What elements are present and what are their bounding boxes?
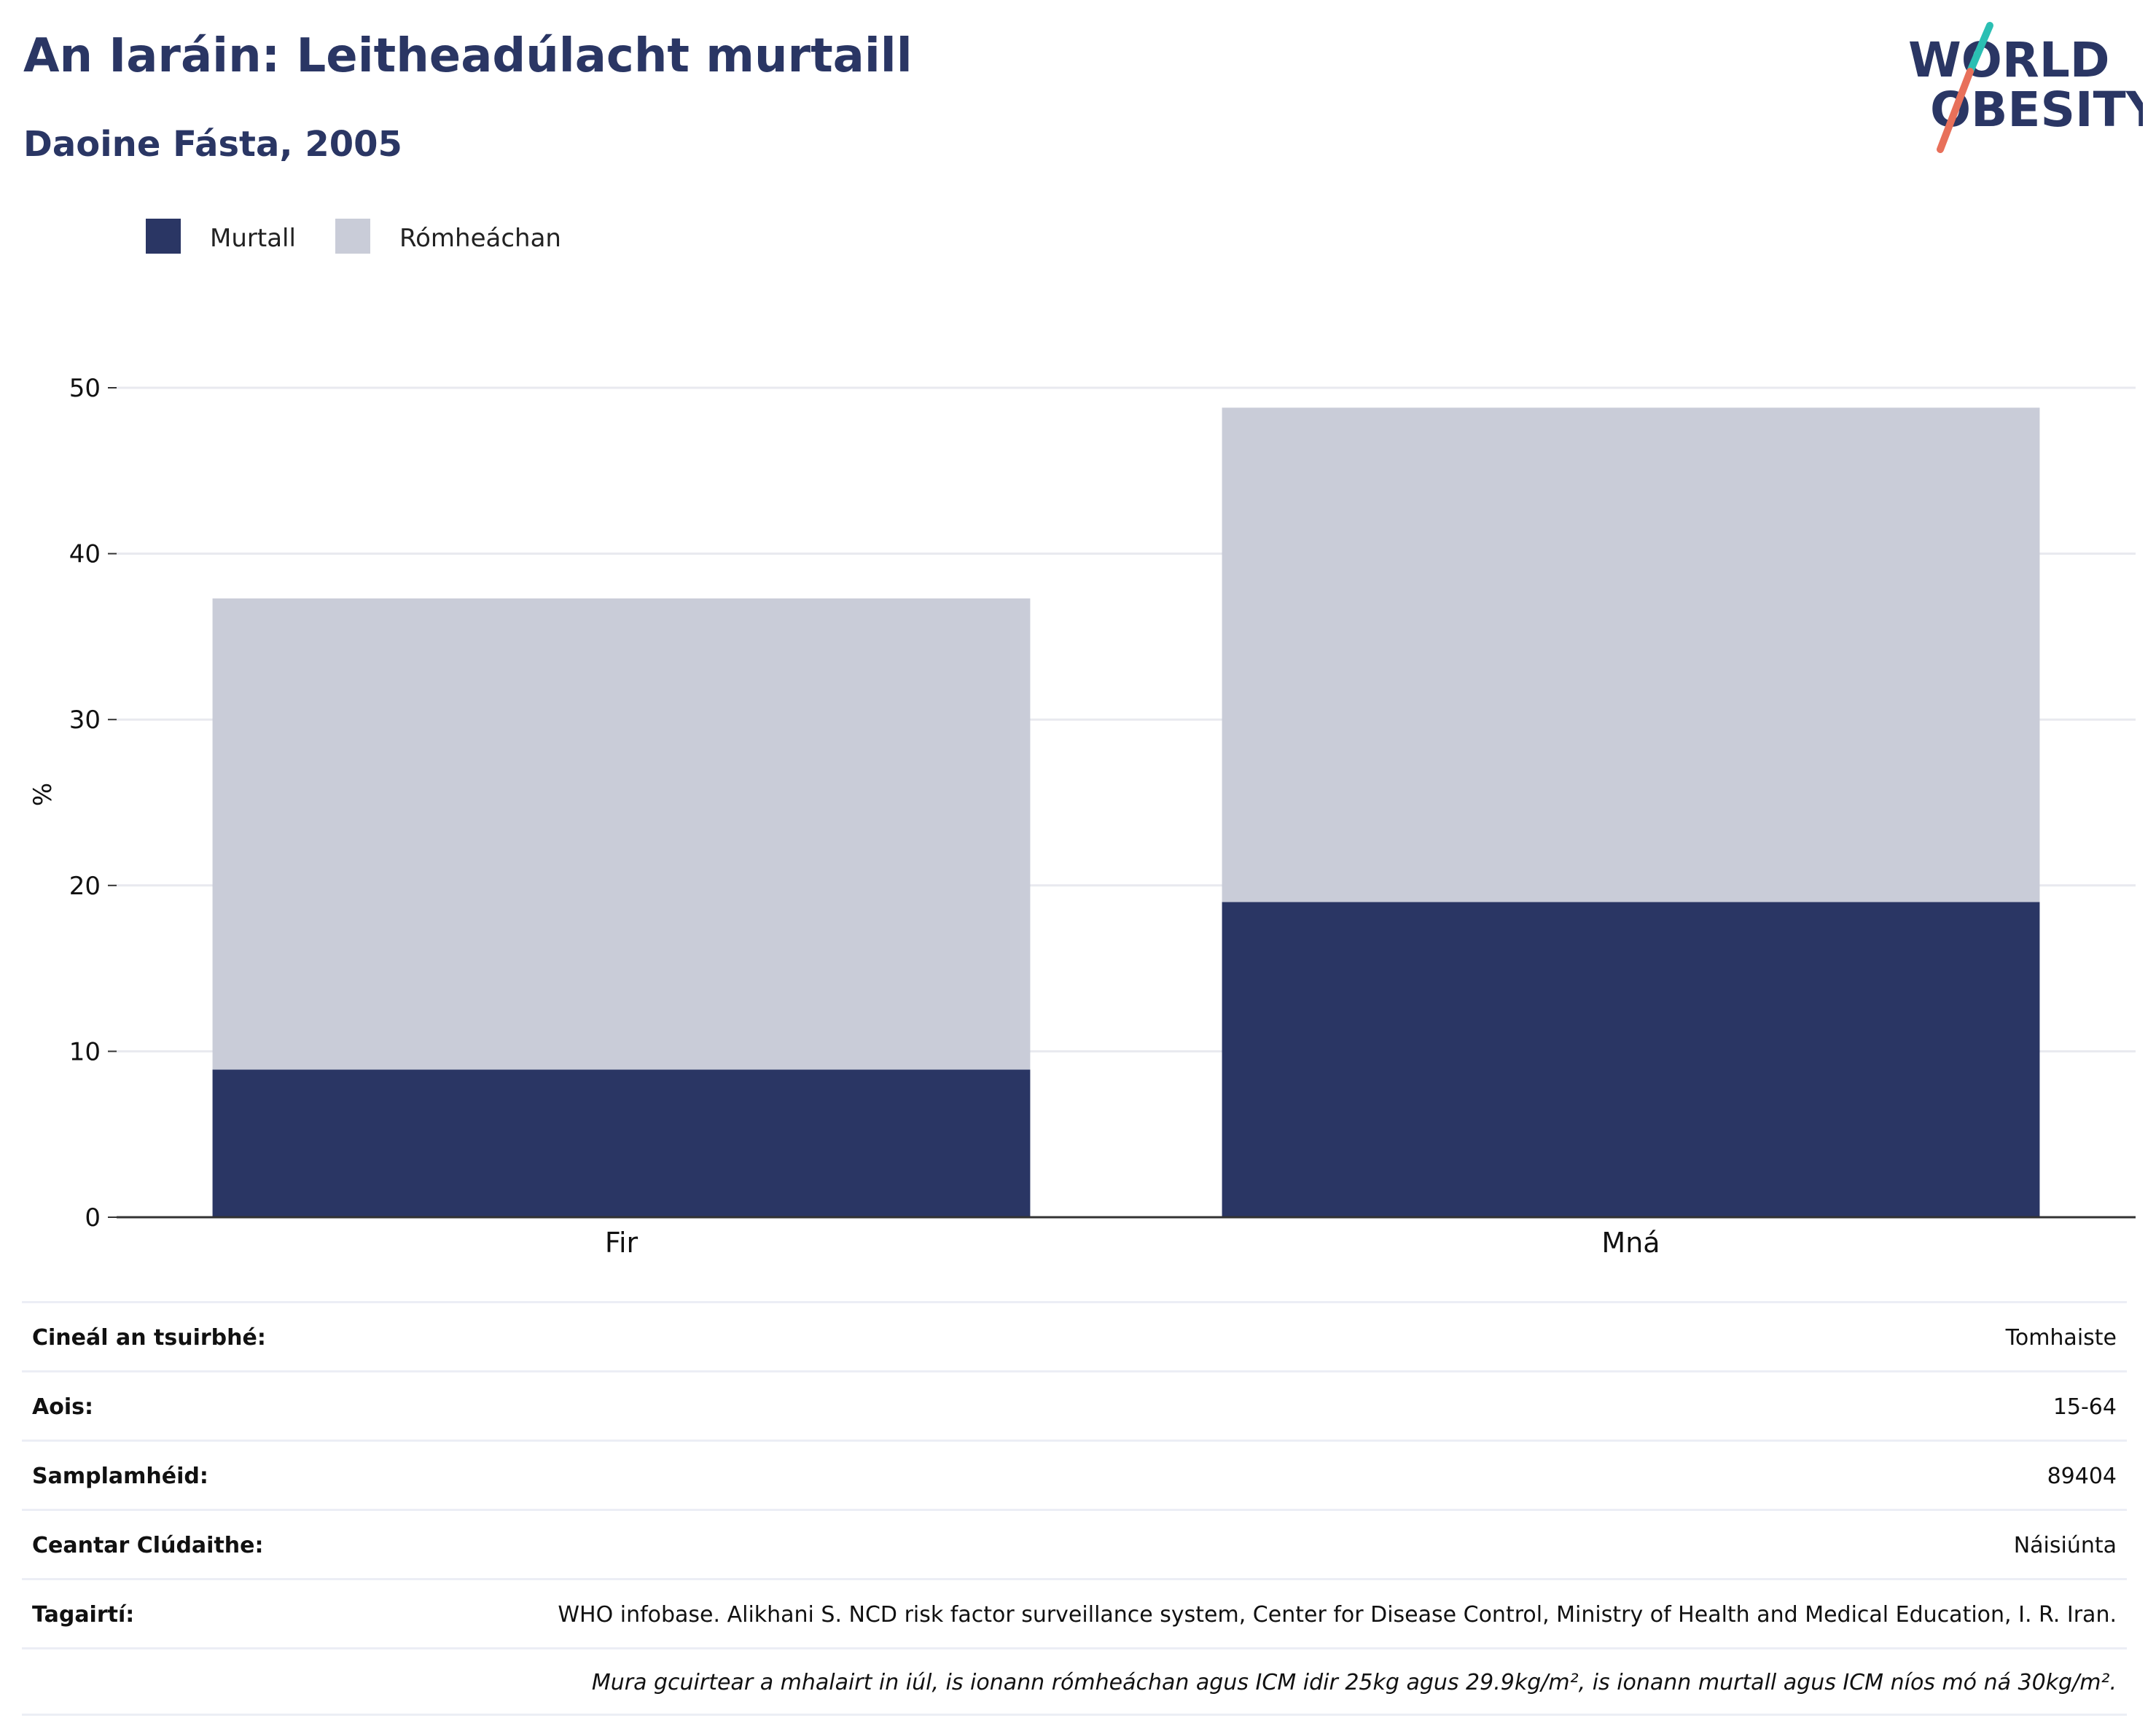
world-obesity-logo: WORLD OBESITY xyxy=(1908,22,2143,153)
info-label: Ceantar Clúdaithe: xyxy=(32,1533,264,1558)
x-tick-label: Fir xyxy=(605,1227,638,1259)
info-value: WHO infobase. Alikhani S. NCD risk facto… xyxy=(558,1602,2117,1628)
info-label: Aois: xyxy=(32,1394,93,1420)
info-row: Ceantar Clúdaithe: Náisiúnta xyxy=(22,1509,2127,1578)
survey-info-table: Cineál an tsuirbhé: Tomhaiste Aois: 15-64 Sa… xyxy=(22,1301,2127,1716)
y-tick-label: 20 xyxy=(69,872,101,901)
info-row: Samplamhéid: 89404 xyxy=(22,1440,2127,1509)
info-row: Aois: 15-64 xyxy=(22,1370,2127,1440)
info-value: Tomhaiste xyxy=(2005,1325,2117,1351)
x-tick-label: Mná xyxy=(1601,1227,1660,1259)
info-row: Tagairtí: WHO infobase. Alikhani S. NCD r… xyxy=(22,1578,2127,1647)
chart-bars: Fir Mná xyxy=(212,407,2040,1259)
bar-Mná-Rómheáchan xyxy=(1222,407,2040,902)
info-label: Samplamhéid: xyxy=(32,1464,208,1489)
info-row: Cineál an tsuirbhé: Tomhaiste xyxy=(22,1301,2127,1370)
y-axis-label: % xyxy=(28,783,58,806)
logo-slash-teal xyxy=(1966,22,1993,75)
y-tick-label: 40 xyxy=(69,540,101,569)
y-tick-label: 0 xyxy=(85,1203,101,1233)
logo-text-world: WORLD xyxy=(1908,32,2110,88)
chart-title: An Iaráin: Leitheadúlacht murtaill xyxy=(23,29,913,83)
legend-label-1: Rómheáchan xyxy=(399,224,561,253)
bar-Mná-Murtall xyxy=(1222,902,2040,1217)
info-value: 89404 xyxy=(2047,1464,2117,1489)
chart-legend: Murtall Rómheáchan xyxy=(146,219,561,254)
legend-label-0: Murtall xyxy=(210,224,296,253)
chart-subtitle: Daoine Fásta, 2005 xyxy=(23,124,402,165)
stacked-bar-chart: Murtall Rómheáchan 0 10 20 30 40 50 Fir Mná % xyxy=(28,219,2136,1259)
y-tick-label: 10 xyxy=(69,1037,101,1066)
info-label: Cineál an tsuirbhé: xyxy=(32,1325,266,1351)
bar-Fir-Rómheáchan xyxy=(212,598,1031,1070)
legend-swatch-1 xyxy=(335,219,370,254)
legend-swatch-0 xyxy=(146,219,181,254)
bar-Fir-Murtall xyxy=(212,1069,1031,1217)
logo-slash-coral xyxy=(1937,68,1974,153)
definition-note: Mura gcuirtear a mhalairt in iúl, is ion… xyxy=(22,1647,2127,1716)
y-tick-label: 30 xyxy=(69,706,101,735)
y-tick-label: 50 xyxy=(69,374,101,403)
info-value: 15-64 xyxy=(2053,1394,2117,1420)
info-label: Tagairtí: xyxy=(32,1602,135,1628)
info-value: Náisiúnta xyxy=(2013,1533,2117,1558)
